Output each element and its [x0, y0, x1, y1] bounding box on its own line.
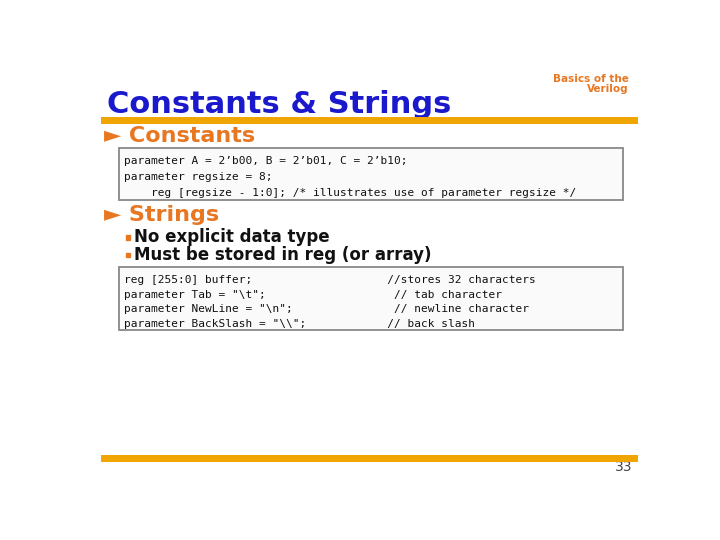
Text: reg [255:0] buffer;                    //stores 32 characters: reg [255:0] buffer; //stores 32 characte… — [124, 275, 536, 285]
FancyBboxPatch shape — [120, 267, 624, 330]
Bar — [126, 235, 130, 240]
Text: ► Strings: ► Strings — [104, 205, 219, 225]
Text: ► Constants: ► Constants — [104, 126, 255, 146]
Text: parameter regsize = 8;: parameter regsize = 8; — [124, 172, 273, 182]
Text: No explicit data type: No explicit data type — [134, 228, 330, 246]
Bar — [126, 253, 130, 257]
Text: reg [regsize - 1:0]; /* illustrates use of parameter regsize */: reg [regsize - 1:0]; /* illustrates use … — [124, 188, 576, 198]
FancyBboxPatch shape — [120, 148, 624, 200]
Text: Basics of the: Basics of the — [553, 74, 629, 84]
Text: parameter NewLine = "\n";               // newline character: parameter NewLine = "\n"; // newline cha… — [124, 304, 529, 314]
Text: Verilog: Verilog — [587, 84, 629, 94]
Text: parameter BackSlash = "\\";            // back slash: parameter BackSlash = "\\"; // back slas… — [124, 319, 475, 329]
Text: parameter A = 2’b00, B = 2’b01, C = 2’b10;: parameter A = 2’b00, B = 2’b01, C = 2’b1… — [124, 156, 408, 166]
Text: Must be stored in reg (or array): Must be stored in reg (or array) — [134, 246, 432, 264]
Text: 33: 33 — [615, 460, 632, 474]
Text: Constants & Strings: Constants & Strings — [107, 90, 451, 119]
Text: parameter Tab = "\t";                   // tab character: parameter Tab = "\t"; // tab character — [124, 289, 502, 300]
